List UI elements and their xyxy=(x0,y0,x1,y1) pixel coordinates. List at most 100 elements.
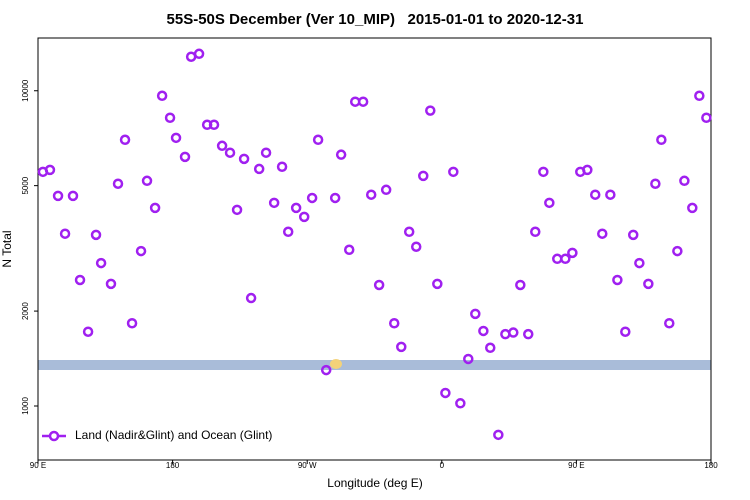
point xyxy=(343,244,355,256)
point xyxy=(463,353,474,365)
point xyxy=(418,170,429,182)
point xyxy=(560,253,571,265)
point xyxy=(388,318,400,329)
point xyxy=(216,140,228,152)
point xyxy=(156,90,168,102)
point xyxy=(90,229,102,241)
point xyxy=(455,398,466,409)
point xyxy=(485,342,496,354)
point xyxy=(656,134,667,146)
x-tick-label: 0 xyxy=(440,461,445,470)
point xyxy=(44,164,56,176)
point xyxy=(306,192,318,204)
point xyxy=(634,257,645,269)
point xyxy=(448,166,459,178)
x-tick-label: 90 E xyxy=(30,461,46,470)
point xyxy=(179,151,191,163)
point xyxy=(440,387,451,399)
point xyxy=(298,211,310,223)
y-tick-label: 2000 xyxy=(21,302,30,320)
point xyxy=(410,241,422,252)
point xyxy=(679,175,690,187)
point xyxy=(664,318,675,329)
point xyxy=(126,318,138,329)
point xyxy=(238,153,250,165)
x-axis-label: Longitude (deg E) xyxy=(327,476,422,490)
point xyxy=(253,163,265,175)
point xyxy=(335,149,347,160)
legend-label: Land (Nadir&Glint) and Ocean (Glint) xyxy=(75,428,272,442)
point xyxy=(112,178,124,189)
point xyxy=(67,190,79,202)
point xyxy=(268,197,280,209)
point xyxy=(52,190,64,202)
point xyxy=(320,364,332,376)
point xyxy=(605,189,616,200)
point xyxy=(643,278,654,290)
point xyxy=(119,134,131,146)
point xyxy=(282,226,294,238)
point xyxy=(470,308,481,320)
point xyxy=(231,204,243,216)
band xyxy=(38,360,711,370)
point xyxy=(290,202,302,214)
band-patch xyxy=(330,359,342,369)
point xyxy=(141,175,153,187)
point xyxy=(687,202,698,214)
point xyxy=(493,429,504,441)
point xyxy=(329,192,341,204)
point xyxy=(312,134,324,146)
point xyxy=(694,90,705,102)
point xyxy=(164,112,176,123)
x-tick-label: 90 W xyxy=(298,461,317,470)
y-tick-label: 5000 xyxy=(21,176,30,194)
x-tick-label: 180 xyxy=(166,461,180,470)
point xyxy=(74,274,86,286)
point xyxy=(627,229,639,241)
point xyxy=(567,247,578,259)
point xyxy=(650,178,661,189)
point xyxy=(105,278,117,290)
point xyxy=(620,326,631,337)
point xyxy=(224,147,236,158)
point xyxy=(672,245,683,257)
y-axis-label: N Total xyxy=(0,230,14,267)
point xyxy=(522,328,534,340)
point xyxy=(193,48,205,60)
point xyxy=(396,341,407,353)
point xyxy=(135,245,147,257)
point xyxy=(530,226,541,238)
point xyxy=(357,96,369,107)
point xyxy=(544,197,555,209)
y-tick-label: 10000 xyxy=(21,79,30,102)
point xyxy=(432,278,443,290)
point xyxy=(403,226,415,238)
point xyxy=(82,326,94,337)
point xyxy=(170,132,182,144)
plot-frame xyxy=(37,37,712,461)
point xyxy=(515,279,526,291)
point xyxy=(149,202,161,214)
point xyxy=(538,166,549,178)
point xyxy=(260,147,272,158)
x-tick-label: 180 xyxy=(704,461,718,470)
point xyxy=(612,274,623,286)
point xyxy=(245,292,257,304)
point xyxy=(276,161,288,172)
legend-marker xyxy=(48,430,60,442)
point xyxy=(208,119,220,131)
point xyxy=(478,325,489,337)
point xyxy=(59,228,71,239)
point xyxy=(380,184,392,196)
point xyxy=(589,189,601,200)
x-tick-label: 90 E xyxy=(568,461,584,470)
point xyxy=(365,189,377,200)
point xyxy=(95,257,107,269)
point xyxy=(597,228,608,239)
point xyxy=(425,105,436,116)
y-tick-label: 1000 xyxy=(21,397,30,415)
chart-title: 55S-50S December (Ver 10_MIP) 2015-01-01… xyxy=(167,11,584,28)
point xyxy=(373,279,385,291)
